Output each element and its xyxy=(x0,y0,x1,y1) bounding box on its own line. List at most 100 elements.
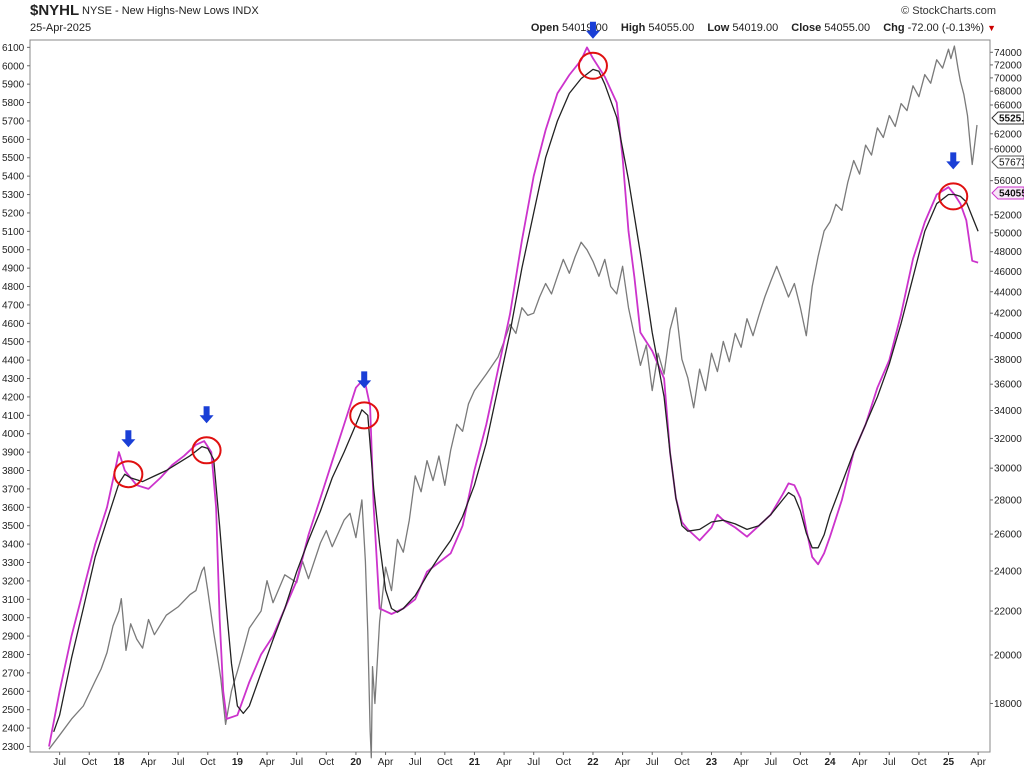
x-axis-tick-label: Jul xyxy=(764,757,777,768)
x-axis-tick-label: Jul xyxy=(646,757,659,768)
right-axis-tick-label: 72000 xyxy=(994,60,1022,71)
left-axis-tick-label: 6000 xyxy=(2,61,25,72)
left-axis-tick-label: 2500 xyxy=(2,705,25,716)
high-value: 54055.00 xyxy=(648,22,695,34)
left-axis-tick-label: 3000 xyxy=(2,613,25,624)
x-axis-tick-label: Apr xyxy=(615,757,631,768)
left-axis-tick-label: 4200 xyxy=(2,392,25,403)
x-axis-tick-label: Apr xyxy=(852,757,868,768)
right-axis-tick-label: 50000 xyxy=(994,228,1022,239)
down-arrow-icon xyxy=(121,430,136,448)
x-axis-tick-label: Apr xyxy=(496,757,512,768)
right-axis-tick-label: 74000 xyxy=(994,48,1022,59)
value-tag-box xyxy=(991,186,1024,200)
left-axis-tick-label: 4500 xyxy=(2,337,25,348)
down-arrow-icon xyxy=(199,406,214,424)
open-label: Open xyxy=(530,22,559,34)
right-axis-tick-label: 48000 xyxy=(994,247,1022,258)
down-arrow-icon xyxy=(357,371,372,389)
x-axis-tick-label: Oct xyxy=(437,757,453,768)
left-axis-tick-label: 4100 xyxy=(2,411,25,422)
left-axis-tick-label: 4300 xyxy=(2,374,25,385)
price-line xyxy=(48,45,978,759)
plot-frame xyxy=(29,39,991,753)
x-axis-tick-label: Oct xyxy=(911,757,927,768)
low-label: Low xyxy=(707,22,730,34)
x-axis-tick-label: Jul xyxy=(290,757,303,768)
right-axis-tick-label: 44000 xyxy=(994,287,1022,298)
right-axis-tick-label: 60000 xyxy=(994,144,1022,155)
x-axis-tick-label: 21 xyxy=(469,757,481,768)
left-axis-tick-label: 3100 xyxy=(2,595,25,606)
ohlc-readout: Open 54019.00 High 54055.00 Low 54019.00 Cl… xyxy=(531,22,996,34)
right-axis-tick-label: 52000 xyxy=(994,210,1022,221)
highlight-circle xyxy=(349,401,380,430)
left-axis-tick-label: 2300 xyxy=(2,742,25,753)
x-axis-tick-label: Oct xyxy=(200,757,216,768)
left-axis-tick-label: 4600 xyxy=(2,319,25,330)
highlight-circle xyxy=(113,460,144,489)
right-axis-tick-label: 62000 xyxy=(994,129,1022,140)
right-axis-tick-label: 34000 xyxy=(994,406,1022,417)
close-value: 54055.00 xyxy=(824,22,871,34)
left-axis-tick-label: 4000 xyxy=(2,429,25,440)
down-arrow-icon xyxy=(585,21,600,39)
x-axis-tick-label: Oct xyxy=(556,757,572,768)
left-axis-tick-label: 5700 xyxy=(2,116,25,127)
left-axis-tick-label: 2700 xyxy=(2,668,25,679)
left-axis-tick-label: 4700 xyxy=(2,300,25,311)
x-axis-tick-label: Oct xyxy=(793,757,809,768)
x-axis-tick-label: Apr xyxy=(378,757,394,768)
left-axis-tick-label: 5200 xyxy=(2,208,25,219)
chg-value: -72.00 (-0.13%) xyxy=(907,22,985,34)
x-axis-tick-label: 23 xyxy=(706,757,718,768)
right-axis-tick-label: 46000 xyxy=(994,267,1022,278)
right-axis-tick-label: 24000 xyxy=(994,566,1022,577)
left-axis-tick-label: 3600 xyxy=(2,503,25,514)
left-axis-tick-label: 4400 xyxy=(2,356,25,367)
value-tag-label: 5525.2 xyxy=(999,114,1024,125)
highlight-circle xyxy=(191,436,222,465)
left-axis-tick-label: 5600 xyxy=(2,135,25,146)
right-axis-tick-label: 38000 xyxy=(994,355,1022,366)
right-axis-tick-label: 36000 xyxy=(994,380,1022,391)
x-axis-tick-label: Apr xyxy=(733,757,749,768)
right-axis-tick-label: 68000 xyxy=(994,87,1022,98)
chart-name: NYSE - New Highs-New Lows INDX xyxy=(82,5,259,17)
high-label: High xyxy=(620,22,646,34)
right-axis-tick-label: 42000 xyxy=(994,309,1022,320)
chart-symbol: $NYHL xyxy=(30,2,80,19)
left-axis-tick-label: 5100 xyxy=(2,227,25,238)
right-axis-tick-label: 18000 xyxy=(994,699,1022,710)
left-axis-tick-label: 5800 xyxy=(2,98,25,109)
x-axis-tick-label: Jul xyxy=(409,757,422,768)
left-axis-tick-label: 2900 xyxy=(2,632,25,643)
left-axis-tick-label: 3700 xyxy=(2,484,25,495)
x-axis-tick-label: 19 xyxy=(232,757,244,768)
left-axis-tick-label: 4900 xyxy=(2,264,25,275)
left-axis-tick-label: 3400 xyxy=(2,540,25,551)
highlight-circle xyxy=(938,182,969,211)
trend-line xyxy=(53,68,979,733)
chg-down-icon: ▼ xyxy=(987,23,996,33)
x-axis-tick-label: 24 xyxy=(824,757,836,768)
low-value: 54019.00 xyxy=(732,22,779,34)
left-axis-tick-label: 4800 xyxy=(2,282,25,293)
x-axis-tick-label: Apr xyxy=(970,757,986,768)
left-axis-tick-label: 5300 xyxy=(2,190,25,201)
right-axis-tick-label: 66000 xyxy=(994,100,1022,111)
left-axis-tick-label: 3900 xyxy=(2,448,25,459)
value-tag-box xyxy=(991,155,1024,169)
x-axis-tick-label: Apr xyxy=(259,757,275,768)
left-axis-tick-label: 5900 xyxy=(2,80,25,91)
right-axis-tick-label: 22000 xyxy=(994,607,1022,618)
close-label: Close xyxy=(791,22,822,34)
value-tag-label: 54055. xyxy=(999,189,1024,200)
chg-label: Chg xyxy=(883,22,905,34)
left-axis-tick-label: 3200 xyxy=(2,576,25,587)
right-axis-tick-label: 40000 xyxy=(994,331,1022,342)
x-axis-tick-label: 22 xyxy=(587,757,599,768)
right-axis-tick-label: 32000 xyxy=(994,434,1022,445)
left-axis-tick-label: 5000 xyxy=(2,245,25,256)
left-axis-tick-label: 3500 xyxy=(2,521,25,532)
